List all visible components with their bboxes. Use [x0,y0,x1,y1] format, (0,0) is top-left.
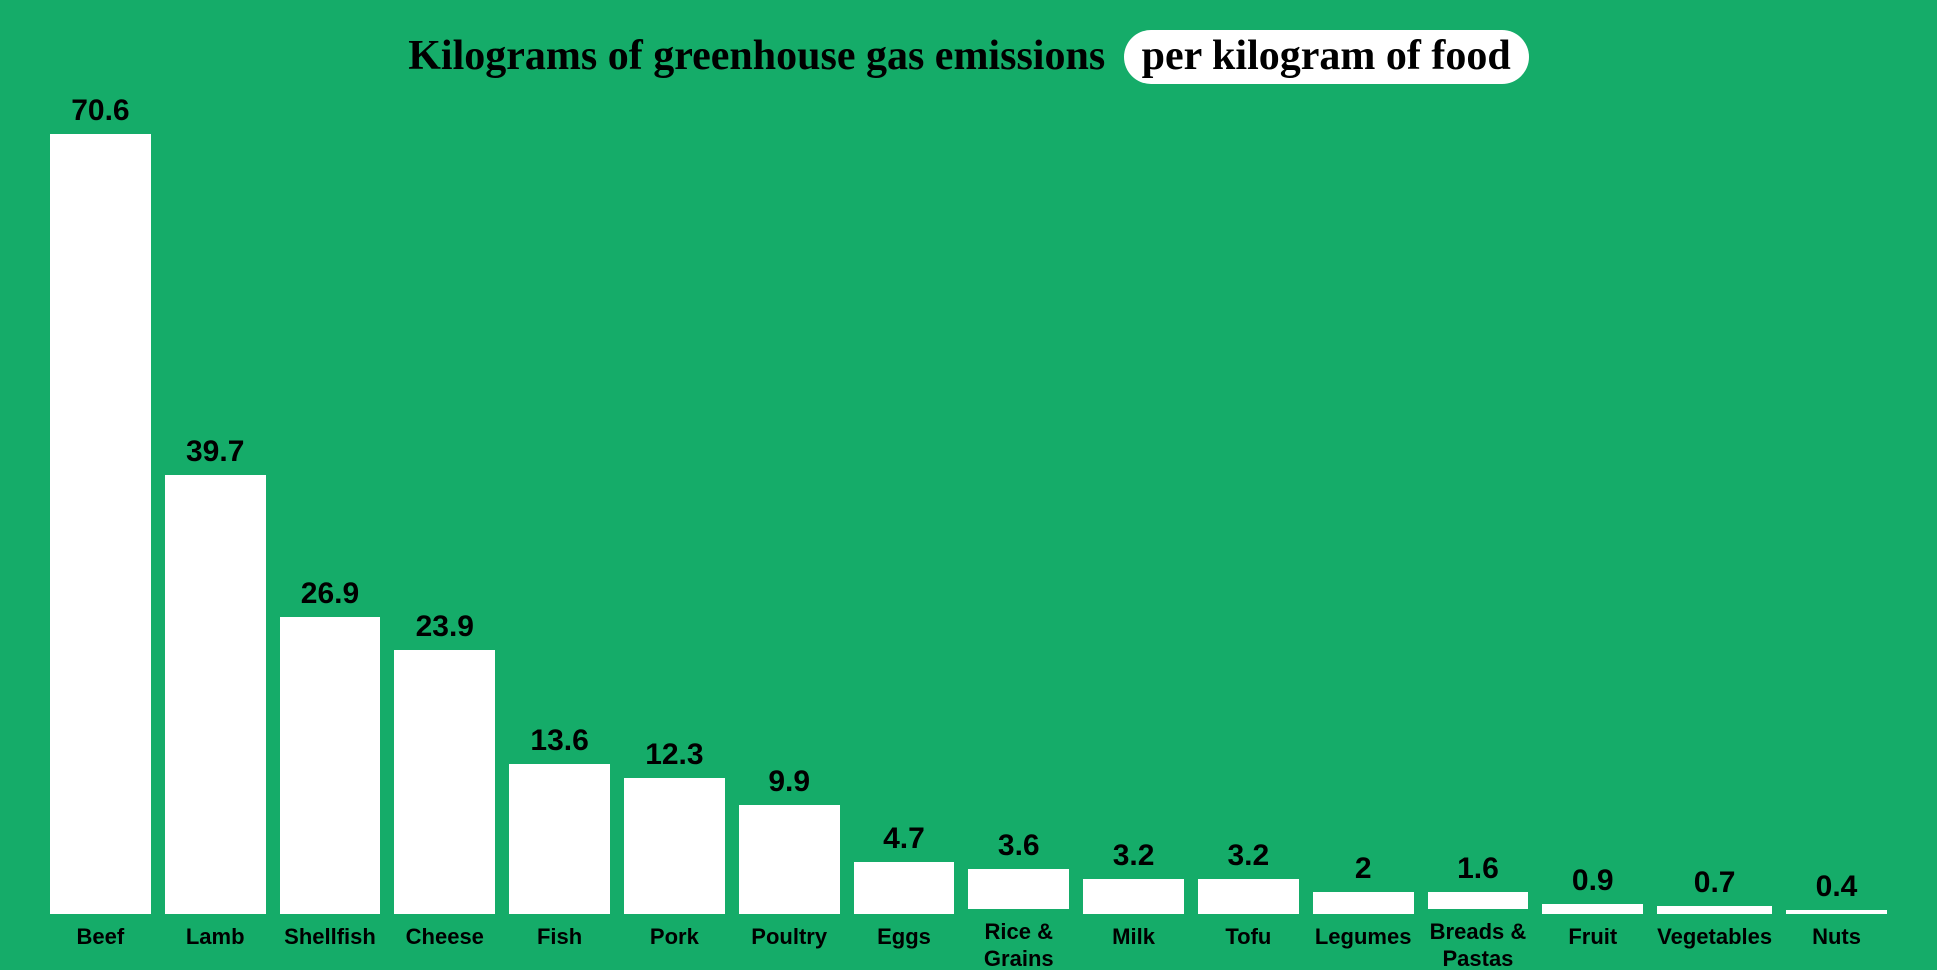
bar-category-label: Eggs [877,924,931,972]
bar-value-label: 9.9 [768,765,810,799]
bar-value-label: 4.7 [883,822,925,856]
chart-title-prefix: Kilograms of greenhouse gas emissions [408,33,1105,79]
bar-group: 3.2 Tofu [1198,94,1299,972]
bar-rect [1542,904,1643,914]
bar-group: 39.7 Lamb [165,94,266,972]
bar-group: 0.4 Nuts [1786,94,1887,972]
bar-group: 23.9 Cheese [394,94,495,972]
bar-rect [739,805,840,914]
bar-value-label: 0.4 [1816,870,1858,904]
bar-rect [1786,910,1887,914]
bar-rect [624,778,725,914]
bar-category-label: Poultry [751,924,827,972]
bar-rect [509,764,610,914]
bar-group: 70.6 Beef [50,94,151,972]
bar-value-label: 26.9 [301,577,359,611]
bar-group: 3.2 Milk [1083,94,1184,972]
chart-title: Kilograms of greenhouse gas emissions pe… [40,30,1897,84]
bar-group: 2 Legumes [1313,94,1414,972]
bar-value-label: 2 [1355,852,1372,886]
bar-group: 4.7 Eggs [854,94,955,972]
bar-rect [50,134,151,914]
bar-value-label: 70.6 [71,94,129,128]
bar-group: 13.6 Fish [509,94,610,972]
bar-value-label: 3.2 [1228,839,1270,873]
bar-group: 12.3 Pork [624,94,725,972]
bar-category-label: Fruit [1568,924,1617,972]
chart-plot-area: 70.6 Beef 39.7 Lamb 26.9 Shellfish 23.9 Cheese 1… [40,94,1897,972]
bar-category-label: Pork [650,924,699,972]
bar-category-label: Legumes [1315,924,1412,972]
bar-value-label: 12.3 [645,738,703,772]
bar-category-label: Fish [537,924,582,972]
bar-value-label: 3.2 [1113,839,1155,873]
emissions-bar-chart: Kilograms of greenhouse gas emissions pe… [0,0,1937,970]
bar-value-label: 23.9 [416,610,474,644]
chart-title-highlight: per kilogram of food [1124,30,1529,84]
bar-value-label: 3.6 [998,829,1040,863]
bar-rect [394,650,495,914]
bar-rect [1428,892,1529,910]
bar-group: 9.9 Poultry [739,94,840,972]
bar-rect [280,617,381,914]
bar-group: 1.6 Breads & Pastas [1428,94,1529,972]
bar-category-label: Milk [1112,924,1155,972]
bar-category-label: Breads & Pastas [1430,919,1527,972]
bar-rect [1198,879,1299,914]
bar-category-label: Vegetables [1657,924,1772,972]
bar-group: 3.6 Rice & Grains [968,94,1069,972]
bar-group: 26.9 Shellfish [280,94,381,972]
bar-value-label: 13.6 [530,724,588,758]
bar-category-label: Cheese [406,924,484,972]
bar-rect [854,862,955,914]
bar-rect [1083,879,1184,914]
bar-group: 0.9 Fruit [1542,94,1643,972]
bar-category-label: Tofu [1225,924,1271,972]
bar-rect [1657,906,1772,914]
bar-category-label: Shellfish [284,924,376,972]
bar-category-label: Lamb [186,924,245,972]
bar-value-label: 0.9 [1572,864,1614,898]
bar-rect [968,869,1069,909]
bar-category-label: Nuts [1812,924,1861,972]
bar-rect [165,475,266,914]
bar-category-label: Beef [77,924,125,972]
bar-value-label: 1.6 [1457,852,1499,886]
bar-value-label: 0.7 [1694,866,1736,900]
bar-rect [1313,892,1414,914]
bar-group: 0.7 Vegetables [1657,94,1772,972]
bar-category-label: Rice & Grains [984,919,1054,972]
bar-value-label: 39.7 [186,435,244,469]
